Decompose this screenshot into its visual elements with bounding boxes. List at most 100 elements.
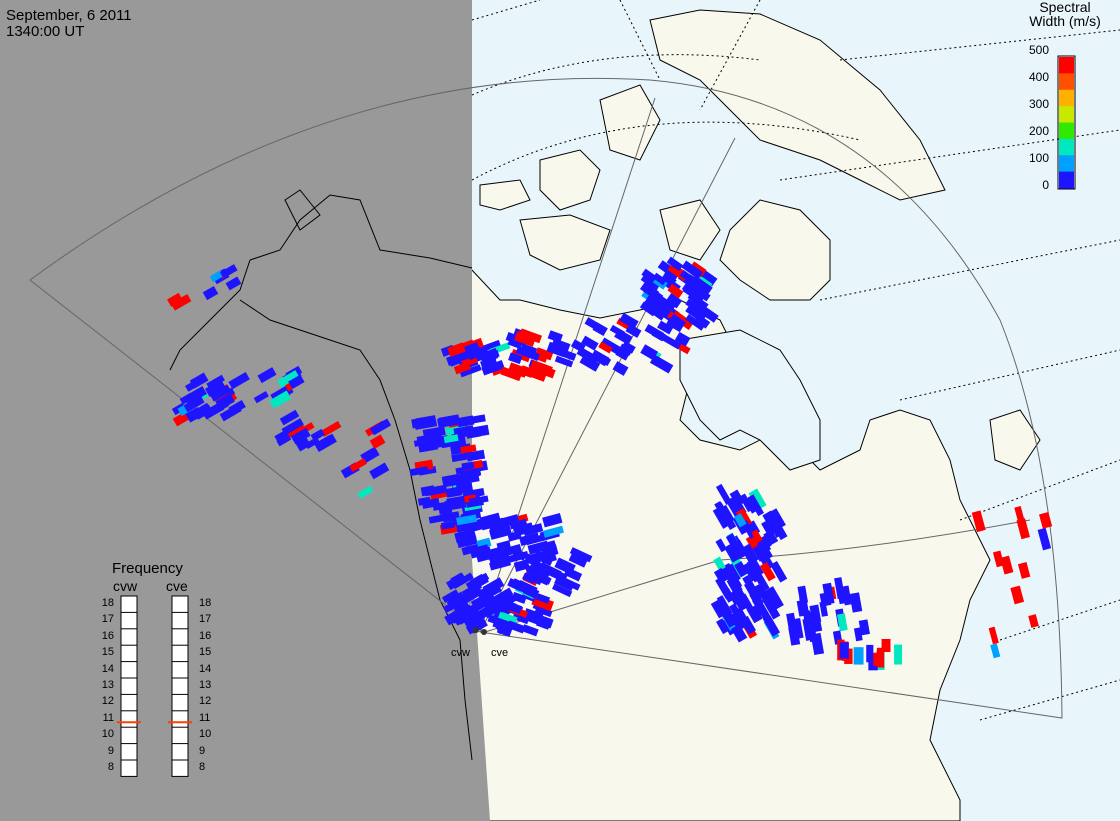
scatter-cell [819, 592, 832, 607]
scatter-cell [503, 600, 523, 614]
arctic-island-2 [539, 149, 601, 211]
scatter-cell [579, 354, 601, 372]
site-marker-cve [481, 629, 487, 635]
radar-scatter [167, 256, 1053, 671]
scatter-cell [535, 540, 557, 553]
scatter-cell [349, 458, 368, 472]
frequency-scale-label: 17 [101, 613, 114, 626]
colorbar-title-line1: Spectral [1039, 0, 1091, 15]
scatter-cell [584, 317, 604, 333]
scatter-cell [894, 644, 903, 665]
scatter-cell [615, 348, 630, 361]
colorbar-tick-label: 0 [1042, 178, 1049, 192]
frequency-scale-label: 14 [101, 662, 114, 675]
scatter-cell [542, 525, 564, 538]
frequency-scale-label: 14 [199, 662, 212, 675]
scatter-cell [598, 341, 613, 354]
scatter-cell [510, 349, 531, 363]
scatter-cell [280, 411, 299, 426]
scatter-cell [206, 374, 225, 390]
scatter-cell [225, 276, 242, 291]
scatter-cell [722, 588, 736, 603]
scatter-cell [751, 529, 764, 545]
scatter-cell [685, 313, 706, 331]
scatter-cell [681, 260, 704, 280]
scatter-cell [641, 268, 656, 282]
scatter-cell [810, 632, 825, 656]
scatter-cell [185, 407, 203, 423]
scatter-cell [522, 572, 537, 584]
frequency-bars [117, 595, 192, 777]
scatter-cell [590, 349, 610, 367]
scatter-cell [445, 352, 465, 366]
date-label: September, 6 2011 [6, 7, 132, 24]
scatter-cell [546, 341, 567, 358]
frequency-scale-label: 10 [101, 728, 114, 741]
scatter-cell [685, 274, 708, 294]
scatter-cell [841, 585, 852, 606]
night-region [0, 0, 490, 821]
scatter-cell [1028, 614, 1039, 628]
scatter-cell [445, 486, 463, 498]
scatter-cell [547, 330, 563, 343]
scatter-cell [446, 575, 463, 588]
scatter-cell [716, 618, 730, 635]
scatter-cell [625, 323, 642, 338]
scatter-cell [509, 518, 528, 530]
scatter-cell [609, 324, 626, 338]
north-america-mainland [472, 249, 991, 821]
scatter-cell [515, 345, 533, 359]
scatter-cell [724, 543, 741, 563]
latitude-longitude-grid [471, 0, 1120, 721]
scatter-cell [715, 538, 728, 553]
colorbar-frame [1057, 55, 1076, 190]
scatter-cell [456, 415, 475, 428]
scatter-cell [500, 366, 523, 382]
scatter-cell [519, 328, 543, 344]
scatter-cell [764, 586, 784, 610]
scatter-cell [643, 296, 661, 312]
scatter-cell [746, 605, 763, 624]
frequency-scale-label: 8 [107, 761, 114, 773]
site-marker-cvw [473, 627, 479, 633]
scatter-cell [734, 561, 749, 578]
scatter-cell [858, 619, 870, 636]
scatter-cell [551, 569, 568, 582]
scatter-cell [665, 293, 683, 309]
scatter-cell [866, 644, 874, 663]
frequency-scale-label: 9 [107, 744, 114, 757]
scatter-cell [751, 584, 765, 600]
scatter-cell [456, 587, 478, 605]
scatter-cell [253, 391, 269, 404]
frequency-scale-label: 9 [199, 744, 206, 757]
scatter-cell [640, 344, 659, 361]
scatter-cell [492, 617, 509, 632]
scatter-cell [853, 627, 863, 642]
scatter-cell [438, 503, 453, 515]
scatter-cell [172, 411, 190, 427]
frequency-scale-label: 12 [199, 695, 212, 708]
scatter-cell [873, 652, 882, 666]
scatter-cell [1037, 527, 1052, 551]
scatter-cell [657, 320, 674, 335]
scatter-cell [304, 436, 320, 449]
scatter-cell [489, 524, 513, 540]
scatter-cell [189, 372, 209, 389]
scatter-cell [665, 317, 684, 333]
scatter-cell [290, 427, 311, 445]
scatter-cell [569, 547, 593, 563]
scatter-cell [533, 571, 552, 585]
scatter-cell [360, 446, 380, 464]
scatter-cell [674, 331, 691, 347]
scatter-cell [202, 286, 219, 301]
scatter-cell [310, 428, 325, 442]
scatter-cell [219, 264, 238, 279]
colorbar-gradient [1059, 57, 1074, 189]
scatter-cell [612, 361, 629, 376]
scatter-cell [748, 488, 767, 510]
scatter-cell [457, 537, 476, 549]
frequency-radar-cvw: cvw [113, 578, 138, 594]
scatter-cell [733, 513, 747, 528]
scatter-cell [639, 301, 657, 317]
scatter-cell [514, 613, 529, 624]
